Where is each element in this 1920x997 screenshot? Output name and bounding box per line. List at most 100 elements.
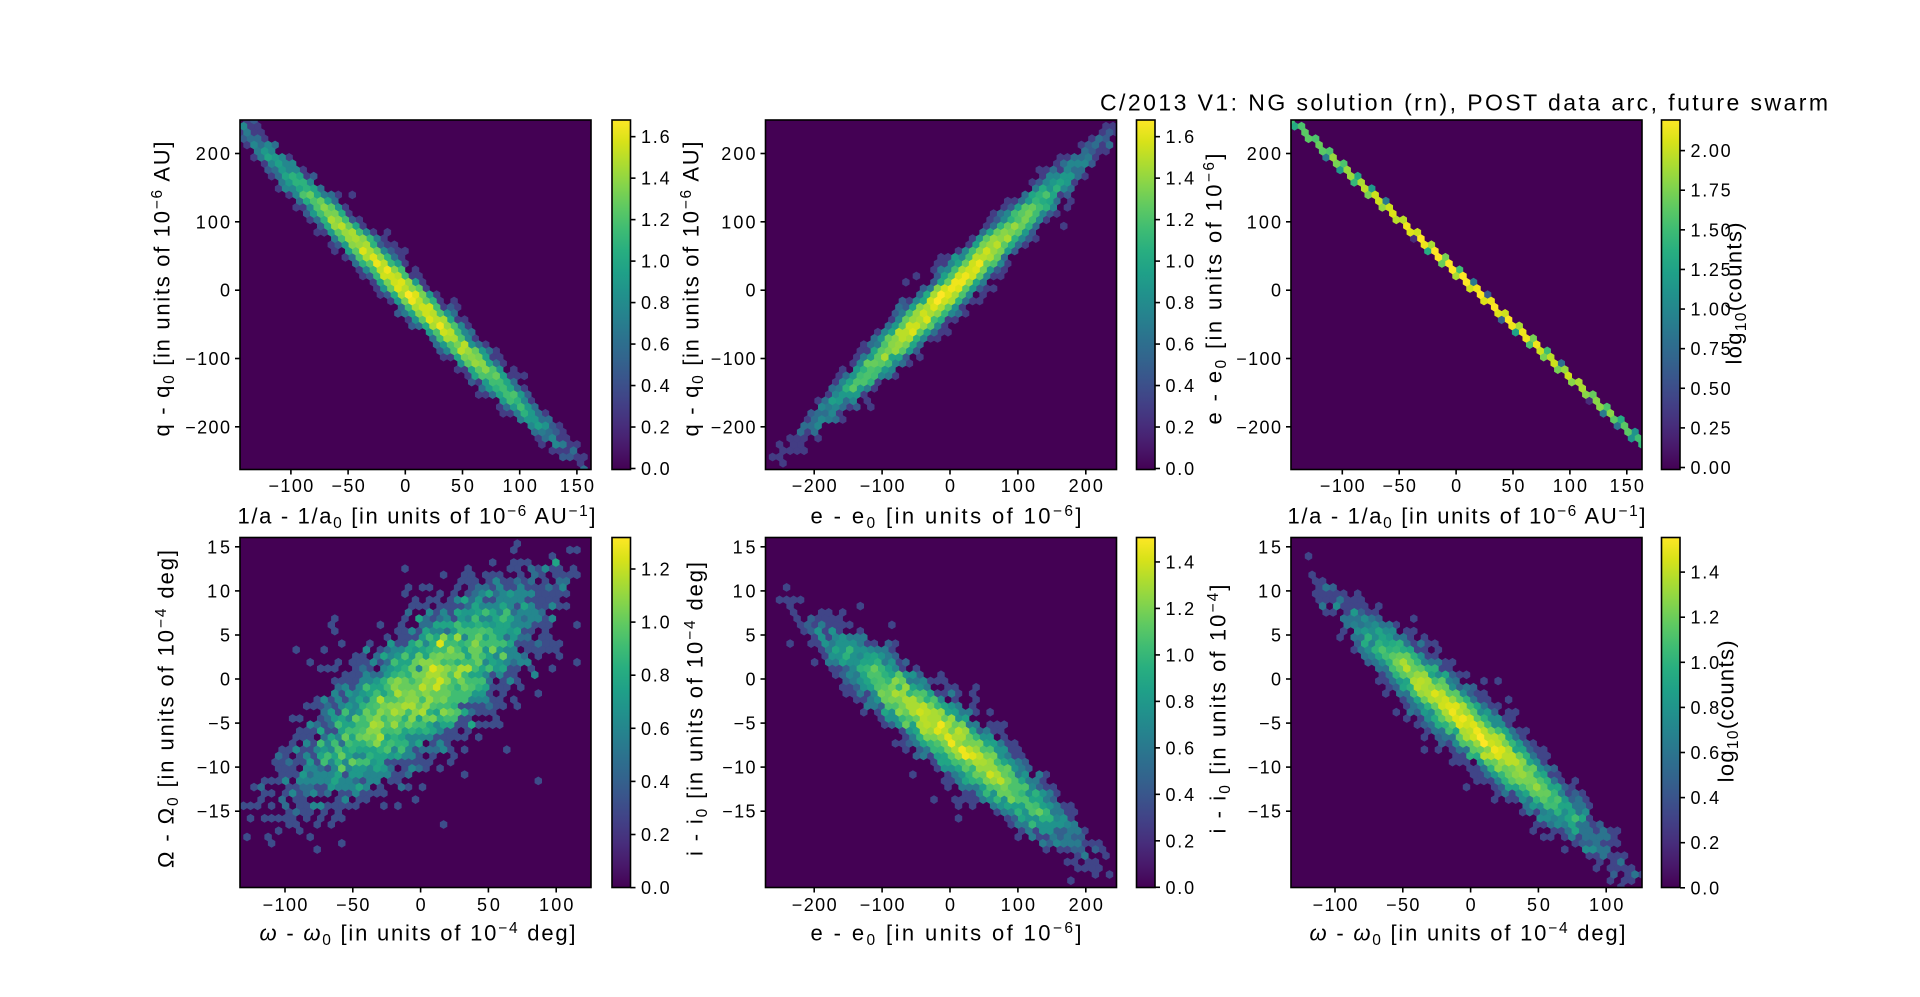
svg-text:−10: −10 xyxy=(1248,758,1281,778)
svg-text:15: 15 xyxy=(733,537,756,557)
svg-text:1.6: 1.6 xyxy=(1166,127,1195,147)
svg-text:1.0: 1.0 xyxy=(641,613,670,633)
svg-text:−50: −50 xyxy=(331,476,364,496)
svg-text:0.2: 0.2 xyxy=(1691,833,1720,853)
svg-text:100: 100 xyxy=(196,212,230,232)
svg-text:0.6: 0.6 xyxy=(1166,335,1195,355)
svg-text:10: 10 xyxy=(1258,581,1281,601)
svg-text:1.6: 1.6 xyxy=(641,127,670,147)
svg-text:−100: −100 xyxy=(1313,895,1358,915)
svg-text:Ω - Ω0 [in units of 10−4 deg]: Ω - Ω0 [in units of 10−4 deg] xyxy=(153,550,182,868)
svg-text:15: 15 xyxy=(1258,537,1281,557)
svg-text:0.6: 0.6 xyxy=(641,719,670,739)
svg-text:1/a - 1/a0 [in units of 10−6 A: 1/a - 1/a 0 [in units of 10 −6 AU −1] xyxy=(238,503,596,532)
svg-text:−200: −200 xyxy=(792,476,837,496)
svg-text:−50: −50 xyxy=(1386,895,1419,915)
svg-text:100: 100 xyxy=(1247,212,1281,232)
svg-text:0.0: 0.0 xyxy=(641,459,670,479)
svg-text:100: 100 xyxy=(1001,476,1035,496)
svg-text:15: 15 xyxy=(207,537,230,557)
svg-text:0.6: 0.6 xyxy=(641,335,670,355)
svg-text:0.00: 0.00 xyxy=(1691,458,1731,478)
svg-text:50: 50 xyxy=(451,476,474,496)
svg-text:0.0: 0.0 xyxy=(641,878,670,898)
svg-text:0.2: 0.2 xyxy=(1166,418,1195,438)
svg-text:−100: −100 xyxy=(1236,349,1281,369)
svg-text:−100: −100 xyxy=(263,895,308,915)
svg-text:1.2: 1.2 xyxy=(1691,608,1720,628)
svg-text:−15: −15 xyxy=(722,802,755,822)
svg-text:−15: −15 xyxy=(1248,802,1281,822)
svg-text:1.75: 1.75 xyxy=(1691,181,1731,201)
svg-text:1.2: 1.2 xyxy=(641,210,670,230)
svg-text:0.6: 0.6 xyxy=(1691,743,1720,763)
svg-text:0: 0 xyxy=(400,476,410,496)
svg-text:0.0: 0.0 xyxy=(1691,878,1720,898)
svg-text:0.4: 0.4 xyxy=(1166,785,1195,805)
svg-text:100: 100 xyxy=(503,476,537,496)
svg-text:e - e0 [in units of 10−6]: e - e0 [in units of 10−6] xyxy=(1201,154,1230,425)
svg-text:1.4: 1.4 xyxy=(1166,169,1195,189)
svg-text:log10(counts): log10(counts) xyxy=(1713,640,1742,782)
svg-text:e - e0 [in units of 10−6]: e - e0 [in units of 10−6] xyxy=(811,920,1082,949)
svg-text:−10: −10 xyxy=(722,758,755,778)
svg-text:ω - ω0 [in units of 10−4 deg]: ω - ω0 [in units of 10 −4 deg] xyxy=(1310,920,1626,949)
svg-text:−100: −100 xyxy=(269,476,314,496)
svg-text:0.2: 0.2 xyxy=(641,418,670,438)
svg-text:1.0: 1.0 xyxy=(641,252,670,272)
svg-text:200: 200 xyxy=(1069,895,1103,915)
svg-text:200: 200 xyxy=(196,144,230,164)
svg-text:100: 100 xyxy=(1553,476,1587,496)
svg-text:−10: −10 xyxy=(197,758,230,778)
svg-text:10: 10 xyxy=(733,581,756,601)
svg-text:1.4: 1.4 xyxy=(641,169,670,189)
svg-text:0.8: 0.8 xyxy=(1166,692,1195,712)
svg-text:0: 0 xyxy=(220,281,230,301)
svg-text:2.00: 2.00 xyxy=(1691,141,1731,161)
svg-text:1.4: 1.4 xyxy=(1166,552,1195,572)
svg-text:100: 100 xyxy=(539,895,573,915)
svg-text:0.2: 0.2 xyxy=(1166,831,1195,851)
svg-text:q - q0 [in units of 10−6 AU]: q - q0 [in units of 10−6 AU] xyxy=(678,142,707,437)
svg-text:100: 100 xyxy=(1589,895,1623,915)
svg-text:−100: −100 xyxy=(860,895,905,915)
svg-text:−200: −200 xyxy=(711,417,756,437)
svg-text:0: 0 xyxy=(745,670,755,690)
svg-text:0: 0 xyxy=(1271,281,1281,301)
svg-text:5: 5 xyxy=(220,626,230,646)
svg-text:q - q0 [in units of 10−6 AU]: q - q0 [in units of 10−6 AU] xyxy=(149,142,178,437)
svg-text:50: 50 xyxy=(1527,895,1550,915)
svg-text:−100: −100 xyxy=(1320,476,1365,496)
svg-text:150: 150 xyxy=(560,476,594,496)
svg-text:0.0: 0.0 xyxy=(1166,459,1195,479)
svg-text:0.2: 0.2 xyxy=(641,825,670,845)
svg-text:log10(counts): log10(counts) xyxy=(1722,223,1751,365)
svg-text:1.0: 1.0 xyxy=(1691,653,1720,673)
svg-text:0.4: 0.4 xyxy=(641,376,670,396)
svg-text:0.4: 0.4 xyxy=(1691,788,1720,808)
svg-text:0: 0 xyxy=(945,895,955,915)
svg-text:5: 5 xyxy=(1271,626,1281,646)
svg-text:0.8: 0.8 xyxy=(641,293,670,313)
svg-text:e - e0 [in units of 10−6]: e - e0 [in units of 10−6] xyxy=(811,503,1082,532)
svg-text:−200: −200 xyxy=(185,417,230,437)
svg-text:0.50: 0.50 xyxy=(1691,379,1731,399)
svg-text:i - i0 [in units of 10−4 deg]: i - i0 [in units of 10−4 deg] xyxy=(682,562,711,856)
svg-text:0.8: 0.8 xyxy=(1691,698,1720,718)
svg-text:−100: −100 xyxy=(711,349,756,369)
svg-text:50: 50 xyxy=(477,895,500,915)
svg-text:1.2: 1.2 xyxy=(1166,210,1195,230)
svg-text:0.4: 0.4 xyxy=(1166,376,1195,396)
svg-text:1/a - 1/a0 [in units of 10−6 A: 1/a - 1/a 0 [in units of 10 −6 AU −1] xyxy=(1288,503,1646,532)
svg-text:1.2: 1.2 xyxy=(1166,599,1195,619)
svg-text:200: 200 xyxy=(721,144,755,164)
svg-text:−50: −50 xyxy=(336,895,369,915)
svg-text:0: 0 xyxy=(1271,670,1281,690)
svg-text:−5: −5 xyxy=(208,714,230,734)
svg-text:0: 0 xyxy=(945,476,955,496)
svg-text:−100: −100 xyxy=(860,476,905,496)
svg-text:i - i0 [in units of 10−4]: i - i0 [in units of 10−4] xyxy=(1205,585,1234,834)
svg-text:−5: −5 xyxy=(1259,714,1281,734)
svg-text:150: 150 xyxy=(1610,476,1644,496)
svg-text:0.25: 0.25 xyxy=(1691,418,1731,438)
